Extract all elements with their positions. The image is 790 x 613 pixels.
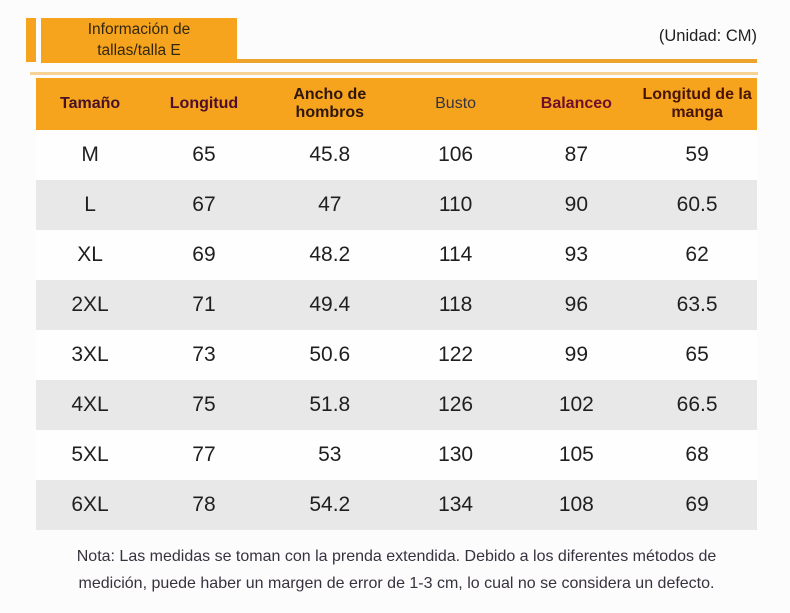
- unit-label: (Unidad: CM): [658, 27, 757, 45]
- table-cell: 49.4: [309, 293, 351, 316]
- table-cell: 68: [685, 443, 709, 466]
- accent-bar: [26, 18, 36, 62]
- table-cell: 47: [318, 193, 342, 216]
- table-cell: 69: [685, 493, 709, 516]
- table-cell: 118: [438, 293, 473, 316]
- header-cell: Longitud: [169, 95, 239, 113]
- note-line1: Nota: Las medidas se toman con la prenda…: [76, 548, 717, 565]
- size-cell: XL: [77, 243, 103, 266]
- badge-line1: Información de: [87, 21, 191, 39]
- table-cell: 99: [564, 343, 589, 366]
- table-cell: 65: [192, 143, 216, 166]
- header-underline-light: [30, 72, 758, 75]
- size-cell: 2XL: [71, 293, 109, 316]
- table-row: 3XL 73 50.6 122 99 65: [36, 330, 757, 380]
- table-cell: 73: [192, 343, 216, 366]
- table-cell: 126: [438, 393, 474, 416]
- table-cell: 53: [318, 443, 342, 466]
- table-row: 5XL 77 53 130 105 68: [36, 430, 757, 480]
- table-row: 4XL 75 51.8 126 102 66.5: [36, 380, 757, 430]
- badge-line2: tallas/talla E: [97, 41, 181, 59]
- table-cell: 62: [685, 243, 709, 266]
- table-cell: 108: [558, 493, 594, 516]
- note-line2: medición, puede haber un margen de error…: [78, 575, 715, 593]
- header-cell: Balanceo: [540, 95, 612, 113]
- table-cell: 50.6: [309, 343, 351, 366]
- table-row: L 67 47 110 90 60.5: [36, 180, 757, 230]
- table-cell: 60.5: [676, 193, 718, 216]
- table-cell: 78: [192, 493, 216, 516]
- table-row: XL 69 48.2 114 93 62: [36, 230, 757, 280]
- header-cell: Busto: [435, 95, 477, 113]
- measurement-note: Nota: Las medidas se toman con la prenda…: [36, 543, 757, 597]
- table-header-row: Tamaño Longitud Ancho de hombros Busto Balan…: [36, 78, 757, 130]
- table-cell: 71: [192, 293, 216, 316]
- table-cell: 134: [438, 493, 474, 516]
- table-cell: 67: [192, 193, 216, 216]
- table-row: 6XL 78 54.2 134 108 69: [36, 480, 757, 530]
- table-cell: 54.2: [309, 493, 351, 516]
- table-cell: 90: [564, 193, 589, 216]
- table-cell: 114: [438, 243, 473, 266]
- size-info-badge: Información de tallas/talla E: [41, 18, 237, 63]
- table-cell: 93: [564, 243, 589, 266]
- table-cell: 75: [192, 393, 216, 416]
- size-cell: 3XL: [71, 343, 109, 366]
- size-cell: L: [84, 193, 96, 216]
- table-cell: 87: [564, 143, 589, 166]
- size-cell: 4XL: [71, 393, 109, 416]
- table-cell: 105: [558, 443, 594, 466]
- table-row: M 65 45.8 106 87 59: [36, 130, 757, 180]
- table-row: 2XL 71 49.4 118 96 63.5: [36, 280, 757, 330]
- table-cell: 69: [192, 243, 216, 266]
- table-cell: 110: [438, 193, 473, 216]
- table-cell: 65: [685, 343, 709, 366]
- table-cell: 96: [564, 293, 589, 316]
- size-cell: M: [81, 143, 99, 166]
- table-body: M 65 45.8 106 87 59 L 67 47 110 90 60.5 XL 69 48.2 114 9…: [36, 130, 757, 530]
- header-cell: Longitud de la manga: [642, 86, 752, 121]
- table-cell: 77: [192, 443, 216, 466]
- table-cell: 51.8: [309, 393, 351, 416]
- header-cell: Tamaño: [59, 95, 121, 113]
- size-cell: 5XL: [71, 443, 109, 466]
- table-cell: 102: [558, 393, 594, 416]
- header-underline: [237, 59, 757, 63]
- table-cell: 106: [438, 143, 474, 166]
- table-cell: 63.5: [676, 293, 718, 316]
- size-table: Tamaño Longitud Ancho de hombros Busto Balan…: [36, 78, 757, 530]
- table-cell: 59: [685, 143, 709, 166]
- table-cell: 130: [438, 443, 474, 466]
- size-cell: 6XL: [71, 493, 109, 516]
- table-cell: 45.8: [309, 143, 351, 166]
- header-cell: Ancho de hombros: [293, 86, 367, 121]
- table-cell: 48.2: [309, 243, 351, 266]
- table-cell: 122: [438, 343, 474, 366]
- table-cell: 66.5: [676, 393, 718, 416]
